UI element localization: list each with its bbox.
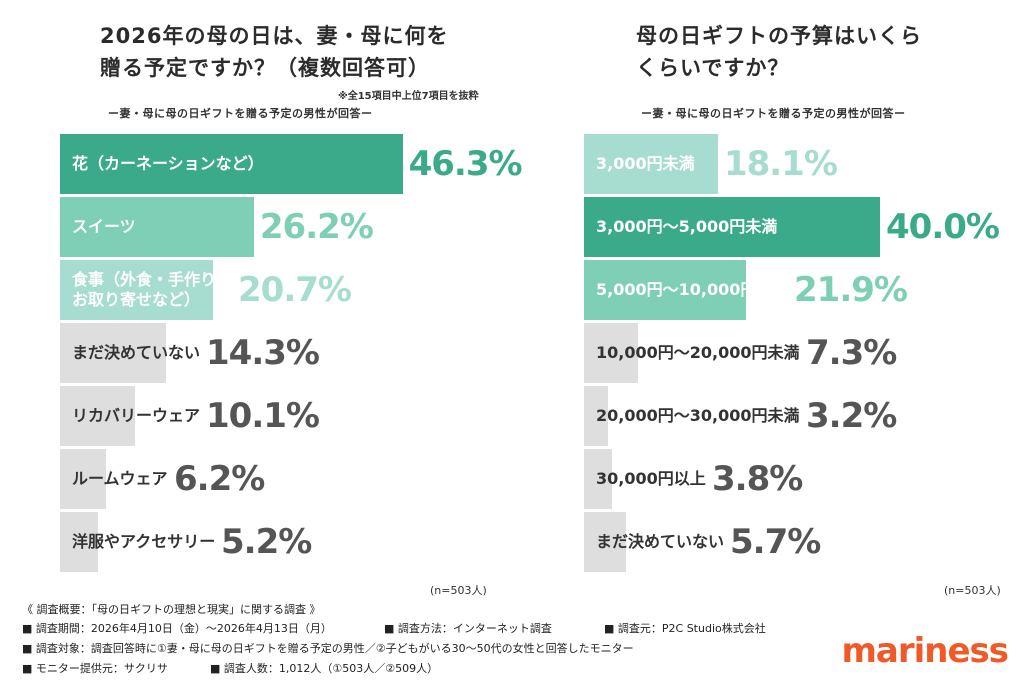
bar-value-label: 26.2% xyxy=(259,207,374,247)
bar-value-label: 46.3% xyxy=(408,144,523,184)
bar-category-label: まだ決めていない xyxy=(596,532,725,551)
bar-category-label: 花（カーネーションなど） xyxy=(72,154,264,173)
chart-bar xyxy=(60,134,403,194)
bar-value-label: 20.7% xyxy=(238,270,352,310)
chart-bar xyxy=(584,323,639,383)
bar-value-label: 14.3% xyxy=(206,333,320,373)
bar-value-label: 5.7% xyxy=(730,522,821,562)
left-chart-note: ※全15項目中上位7項目を抜粋 xyxy=(338,91,479,102)
chart-bar xyxy=(60,323,166,383)
bar-category-label: ルームウェア xyxy=(72,469,168,488)
bar-category-label: 5,000円〜10,000円未満 xyxy=(596,280,789,299)
left-sample-size: (n=503人) xyxy=(430,584,487,597)
survey-method: ■ 調査方法：インターネット調査 xyxy=(384,622,552,635)
bar-category-label: 3,000円〜5,000円未満 xyxy=(596,217,778,236)
chart-bar xyxy=(584,134,718,194)
chart-bar xyxy=(584,197,880,257)
right-sample-size: (n=503人) xyxy=(944,584,1001,597)
bar-category-label: 20,000円〜30,000円未満 xyxy=(596,406,800,425)
bar-category-label: スイーツ xyxy=(72,217,136,236)
chart-bar xyxy=(60,449,106,509)
bar-value-label: 7.3% xyxy=(806,333,897,373)
left-chart-subtitle: ー妻・母に母の日ギフトを贈る予定の男性が回答ー xyxy=(108,107,373,120)
bar-category-label: 30,000円以上 xyxy=(596,469,706,488)
chart-bar xyxy=(60,386,135,446)
bar-value-label: 21.9% xyxy=(794,270,908,310)
chart-bar xyxy=(584,386,608,446)
mariness-logo: mariness xyxy=(841,631,1009,671)
chart-bar xyxy=(60,197,254,257)
bar-value-label: 3.2% xyxy=(806,396,897,436)
survey-source: ■ 調査元：P2C Studio株式会社 xyxy=(604,622,766,635)
bar-category-label: 10,000円〜20,000円未満 xyxy=(596,343,800,362)
bar-category-label: リカバリーウェア xyxy=(72,406,201,425)
bar-value-label: 18.1% xyxy=(723,144,838,184)
bar-category-label: まだ決めていない xyxy=(72,343,201,362)
right-chart-subtitle: ー妻・母に母の日ギフトを贈る予定の男性が回答ー xyxy=(641,107,906,120)
bar-category-label: 食事（外食・手作り・ お取り寄せなど） xyxy=(72,270,233,309)
survey-target: ■ 調査対象：調査回答時に①妻・母に母の日ギフトを贈る予定の男性／②子どもがいる… xyxy=(22,642,634,655)
bar-value-label: 5.2% xyxy=(221,522,312,562)
survey-overview-title: 《 調査概要：「母の日ギフトの理想と現実」に関する調査 》 xyxy=(22,603,321,616)
chart-bar xyxy=(60,512,99,572)
monitor-provider: ■ モニター提供元：サクリサ xyxy=(22,662,168,675)
chart-bar xyxy=(60,260,214,320)
bar-value-label: 10.1% xyxy=(206,396,320,436)
survey-period: ■ 調査期間：2026年4月10日（金）〜2026年4月13日（月） xyxy=(22,622,332,635)
bar-category-label: 洋服やアクセサリー xyxy=(72,532,216,551)
left-chart-title: 2026年の母の日は、妻・母に何を 贈る予定ですか？（複数回答可） xyxy=(100,24,449,80)
survey-respondents: ■ 調査人数：1,012人（①503人／②509人） xyxy=(210,662,439,675)
chart-bar xyxy=(584,260,747,320)
chart-bar xyxy=(584,512,627,572)
bar-value-label: 3.8% xyxy=(712,459,803,499)
right-chart-title: 母の日ギフトの予算はいくら くらいですか？ xyxy=(636,24,922,80)
bar-value-label: 6.2% xyxy=(174,459,265,499)
chart-bar xyxy=(584,449,613,509)
bar-category-label: 3,000円未満 xyxy=(596,154,695,173)
bar-value-label: 40.0% xyxy=(886,207,1000,247)
right-bar-chart: 3,000円未満 18.1% 3,000円〜5,000円未満 40.0% 5,000円〜… xyxy=(584,134,1004,584)
left-bar-chart: 花（カーネーションなど） 46.3% スイーツ 26.2% 食事（外食・手作り・ お取り… xyxy=(60,134,530,584)
